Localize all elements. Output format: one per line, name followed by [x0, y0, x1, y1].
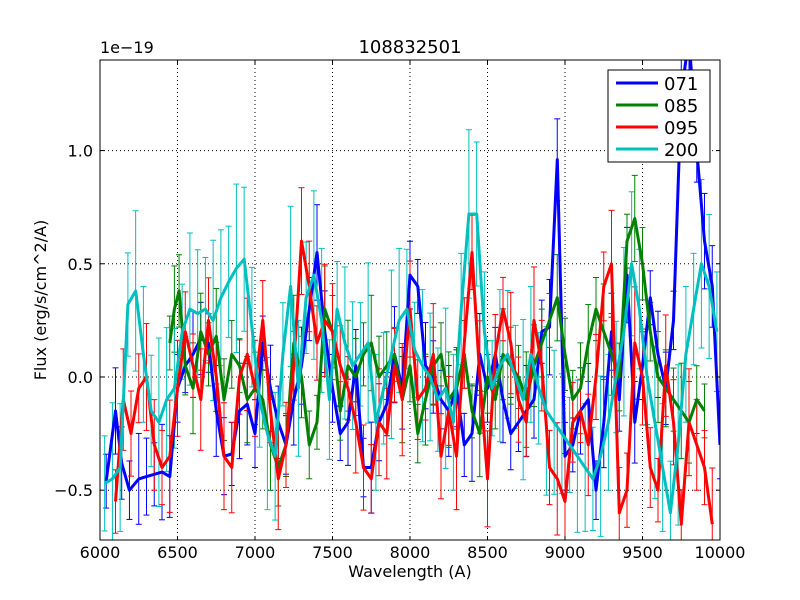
legend-label-095: 095	[664, 118, 698, 139]
axes-ticks: 6000 6500 7000 7500 8000 8500 9000 9500 10000 −0.…	[54, 60, 745, 562]
x-tick-label: 8000	[390, 543, 431, 562]
y-tick-label: 1.0	[68, 142, 93, 161]
x-tick-label: 6000	[80, 543, 121, 562]
legend-entry-071: 071	[616, 74, 698, 95]
x-tick-label: 10000	[695, 543, 746, 562]
legend: 071 085 095 200	[607, 69, 711, 163]
x-tick-label: 7500	[312, 543, 353, 562]
legend-box	[607, 69, 711, 163]
legend-label-200: 200	[664, 140, 698, 161]
legend-entry-200: 200	[616, 140, 698, 161]
legend-label-085: 085	[664, 96, 698, 117]
x-axis-label: Wavelength (A)	[348, 562, 471, 581]
chart-title: 108832501	[358, 37, 461, 58]
legend-entry-085: 085	[616, 96, 698, 117]
y-tick-label: 0.0	[68, 368, 93, 387]
y-tick-label: −0.5	[54, 481, 93, 500]
y-tick-label: 0.5	[68, 255, 93, 274]
x-tick-label: 6500	[157, 543, 198, 562]
x-tick-label: 7000	[235, 543, 276, 562]
y-axis-label: Flux (erg/s/cm^2/A)	[31, 220, 50, 381]
x-tick-label: 9000	[545, 543, 586, 562]
y-offset-label: 1e−19	[100, 38, 154, 57]
x-tick-label: 8500	[467, 543, 508, 562]
legend-entry-095: 095	[616, 118, 698, 139]
plot-area	[101, 60, 720, 540]
series-line-095	[114, 239, 714, 526]
x-tick-label: 9500	[622, 543, 663, 562]
series-line-200	[103, 212, 719, 515]
legend-label-071: 071	[664, 74, 698, 95]
